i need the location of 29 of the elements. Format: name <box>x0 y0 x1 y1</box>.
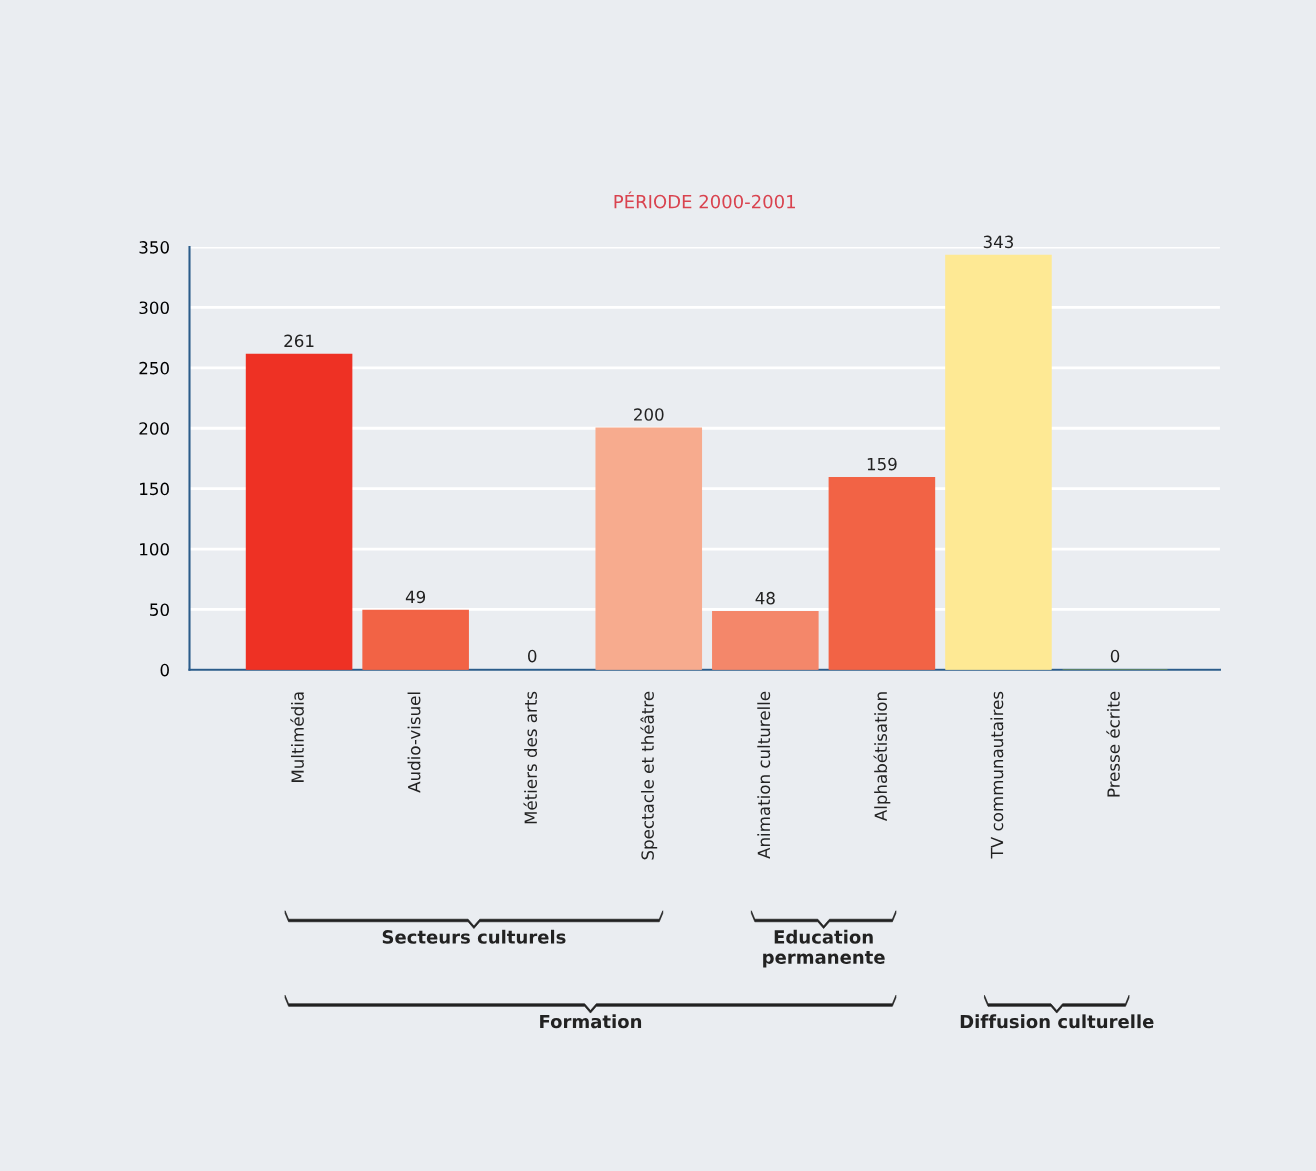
y-tick-label: 0 <box>160 663 169 677</box>
y-tick-label: 200 <box>139 422 169 435</box>
data-label: 0 <box>528 649 537 663</box>
data-label: 0 <box>1110 649 1120 663</box>
y-tick-label: 250 <box>139 361 169 375</box>
data-label: 49 <box>405 590 426 604</box>
y-tick-label: 50 <box>150 603 169 616</box>
x-tick-label: Animation culturelle <box>757 691 771 859</box>
x-tick-label: Métiers des arts <box>523 691 538 824</box>
x-tick-label: Audio-visuel <box>407 692 421 793</box>
text: Diffusion culturelle <box>960 1014 1154 1029</box>
y-tick-label: 350 <box>139 241 169 254</box>
y-tick-label: 300 <box>139 301 169 315</box>
data-label: 343 <box>983 235 1014 249</box>
data-label: 261 <box>284 334 314 348</box>
data-label: 48 <box>755 591 775 605</box>
y-tick-label: 150 <box>140 482 169 496</box>
text: Education permanente <box>763 929 885 968</box>
x-tick-label: Spectacle et théâtre <box>640 691 658 860</box>
x-tick-label: TV communautaires <box>990 691 1004 859</box>
x-tick-label: Alphabétisation <box>873 692 891 822</box>
data-label: 159 <box>867 457 897 471</box>
chart-title: PÉRIODE 2000-2001 <box>614 191 795 209</box>
data-label: 200 <box>634 408 664 421</box>
text: Secteurs culturels <box>382 929 566 944</box>
x-tick-label: Presse écrite <box>1106 691 1120 797</box>
y-tick-label: 100 <box>140 542 169 556</box>
x-tick-label: Multimédia <box>290 692 304 782</box>
text: Formation <box>540 1014 642 1029</box>
